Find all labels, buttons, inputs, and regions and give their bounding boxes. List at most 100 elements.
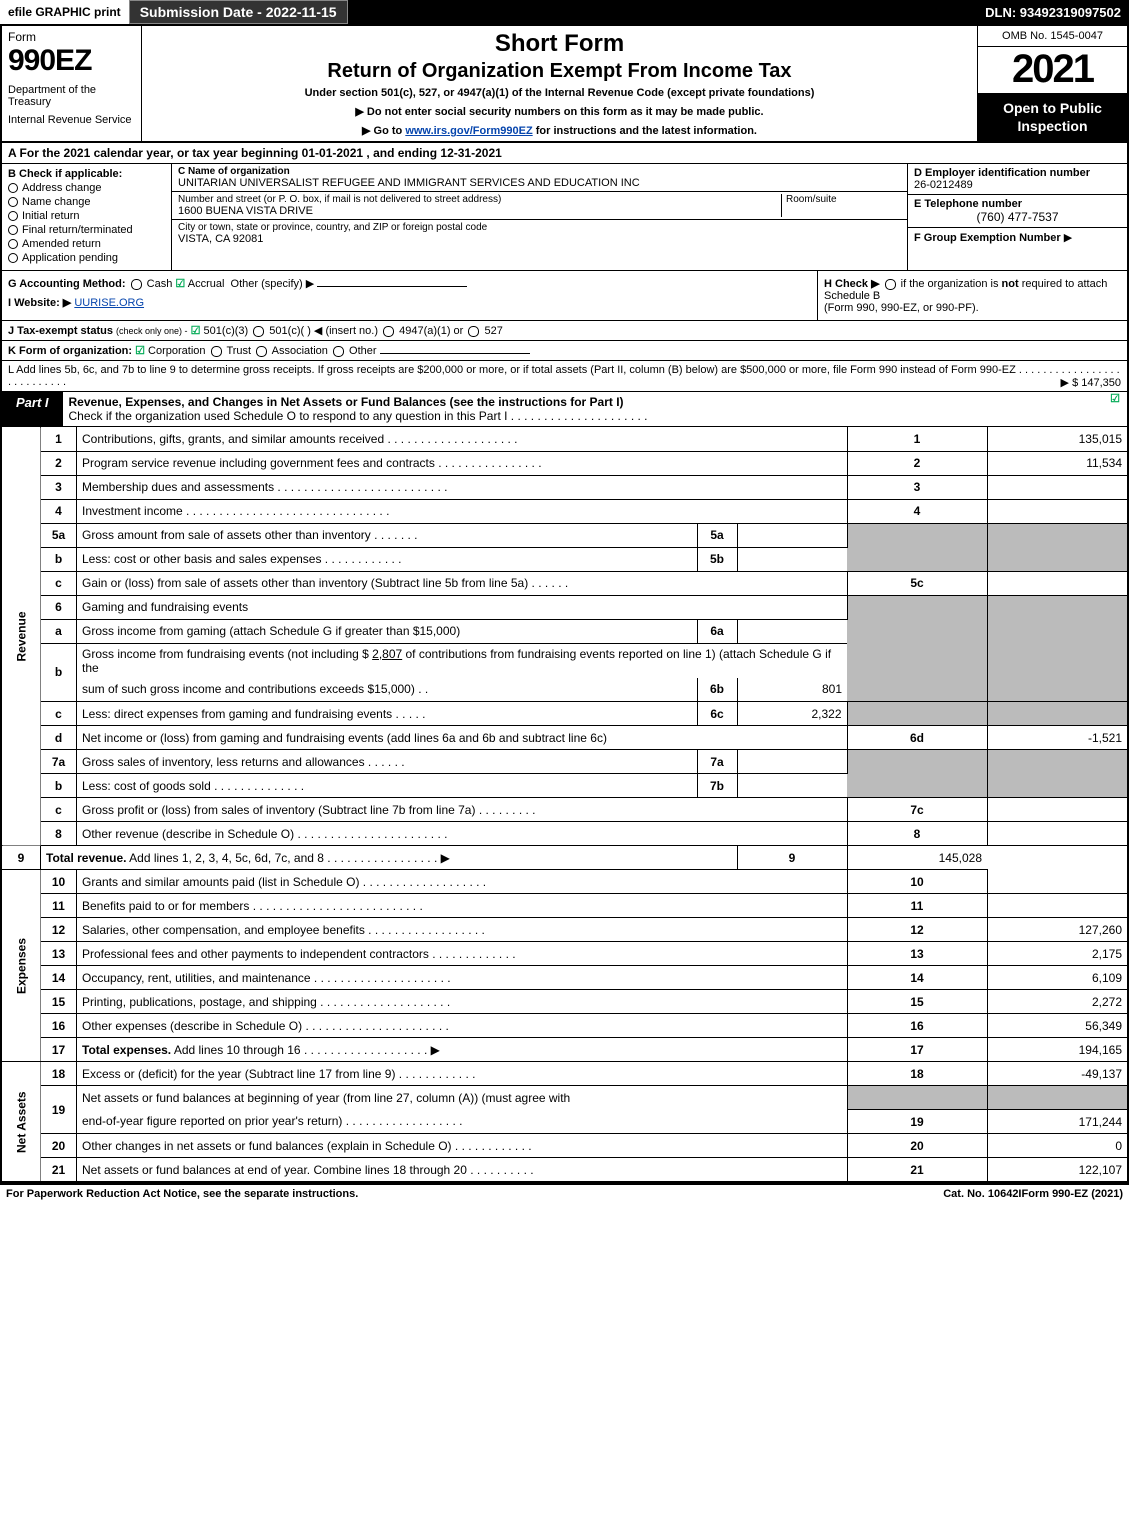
part1-title-text: Revenue, Expenses, and Changes in Net As… (69, 395, 624, 409)
tax-year: 2021 (978, 47, 1127, 93)
line-desc: end-of-year figure reported on prior yea… (82, 1114, 342, 1128)
line-12: 12 Salaries, other compensation, and emp… (2, 918, 1127, 942)
row-a-pre: A For the 2021 calendar year, or tax yea… (8, 146, 302, 160)
h-pre: H Check ▶ (824, 278, 883, 290)
grey-cell (987, 595, 1127, 702)
checkbox-4947[interactable] (383, 326, 394, 337)
part1-title: Revenue, Expenses, and Changes in Net As… (63, 392, 1103, 426)
line-desc: Excess or (deficit) for the year (Subtra… (82, 1067, 395, 1081)
line-desc: Gross income from fundraising events (no… (82, 647, 372, 661)
irs-link[interactable]: www.irs.gov/Form990EZ (405, 125, 532, 137)
footer-center: Cat. No. 10642I (943, 1188, 1021, 1200)
form-header: Form 990EZ Department of the Treasury In… (2, 26, 1127, 143)
line-desc: Gain or (loss) from sale of assets other… (82, 576, 528, 590)
line-15: 15 Printing, publications, postage, and … (2, 990, 1127, 1014)
chk-final-return[interactable]: Final return/terminated (8, 224, 165, 236)
line-amt: -1,521 (987, 726, 1127, 750)
part1-checkbox[interactable]: ☑ (1103, 392, 1127, 426)
checkbox-icon[interactable] (8, 183, 18, 193)
checkbox-assoc[interactable] (256, 346, 267, 357)
page-footer: For Paperwork Reduction Act Notice, see … (0, 1184, 1129, 1203)
line-rnum: 12 (847, 918, 987, 942)
line-20: 20 Other changes in net assets or fund b… (2, 1134, 1127, 1158)
checkbox-icon[interactable] (8, 253, 18, 263)
checkbox-h[interactable] (885, 279, 896, 290)
submission-date-label: Submission Date - 2022-11-15 (129, 0, 348, 24)
line-1: Revenue 1 Contributions, gifts, grants, … (2, 427, 1127, 451)
checkbox-527[interactable] (468, 326, 479, 337)
accounting-label: G Accounting Method: (8, 278, 126, 290)
line-desc: Other expenses (describe in Schedule O) (82, 1019, 302, 1033)
line-desc: Other revenue (describe in Schedule O) (82, 827, 294, 841)
checkbox-cash[interactable] (131, 279, 142, 290)
line-19b: end-of-year figure reported on prior yea… (2, 1110, 1127, 1134)
ein-value: 26-0212489 (914, 179, 1121, 191)
line-desc: Gross sales of inventory, less returns a… (82, 755, 365, 769)
line-2: 2 Program service revenue including gove… (2, 451, 1127, 475)
checkbox-icon[interactable] (8, 211, 18, 221)
header-center: Short Form Return of Organization Exempt… (142, 26, 977, 141)
other-blank[interactable] (317, 286, 467, 287)
row-a-end: 12-31-2021 (440, 146, 501, 160)
h-not: not (1002, 278, 1019, 290)
accrual-label: Accrual (188, 278, 225, 290)
checkbox-501c[interactable] (253, 326, 264, 337)
footer-right: Form 990-EZ (2021) (1022, 1188, 1124, 1200)
subline-value (737, 774, 847, 798)
section-e: E Telephone number (760) 477-7537 (908, 195, 1127, 228)
subline-value (737, 750, 847, 774)
efile-print-label[interactable]: efile GRAPHIC print (0, 0, 129, 24)
part1-table: Revenue 1 Contributions, gifts, grants, … (2, 427, 1127, 1182)
chk-application-pending[interactable]: Application pending (8, 252, 165, 264)
checkbox-icon[interactable] (8, 225, 18, 235)
line-amt: 2,272 (987, 990, 1127, 1014)
city-value: VISTA, CA 92081 (178, 233, 901, 245)
other-label: Other (specify) ▶ (231, 278, 315, 290)
line-desc: Professional fees and other payments to … (82, 947, 429, 961)
line-amt: 194,165 (987, 1038, 1127, 1062)
footer-right-bold: 990-EZ (1052, 1188, 1088, 1200)
part1-check-text: Check if the organization used Schedule … (69, 409, 508, 423)
line-amt (987, 894, 1127, 918)
line-num: 10 (41, 870, 77, 894)
title-short-form: Short Form (150, 30, 969, 58)
chk-label: Amended return (22, 238, 101, 250)
j-501c: 501(c)( ) (269, 325, 311, 337)
chk-address-change[interactable]: Address change (8, 182, 165, 194)
line-amt: 2,175 (987, 942, 1127, 966)
checkbox-icon[interactable] (8, 197, 18, 207)
grey-cell (987, 523, 1127, 571)
check-icon: ☑ (135, 345, 145, 357)
line-rnum: 21 (847, 1158, 987, 1182)
checkbox-trust[interactable] (211, 346, 222, 357)
checkbox-icon[interactable] (8, 239, 18, 249)
line-amt: 56,349 (987, 1014, 1127, 1038)
line-desc: Benefits paid to or for members (82, 899, 249, 913)
checkbox-other[interactable] (333, 346, 344, 357)
line-amt (987, 571, 1127, 595)
check-icon: ☑ (1110, 393, 1120, 405)
line-5c: c Gain or (loss) from sale of assets oth… (2, 571, 1127, 595)
line-num: 2 (41, 451, 77, 475)
chk-label: Application pending (22, 252, 118, 264)
subline-label: 6a (697, 619, 737, 643)
website-link[interactable]: UURISE.ORG (74, 297, 144, 309)
line-14: 14 Occupancy, rent, utilities, and maint… (2, 966, 1127, 990)
row-a-begin: 01-01-2021 (302, 146, 363, 160)
chk-initial-return[interactable]: Initial return (8, 210, 165, 222)
line-desc: Less: cost or other basis and sales expe… (82, 552, 321, 566)
line-num: 9 (2, 846, 41, 870)
line-num: 17 (41, 1038, 77, 1062)
k-blank[interactable] (380, 353, 530, 354)
line-9: 9 Total revenue. Add lines 1, 2, 3, 4, 5… (2, 846, 1127, 870)
org-name-value: UNITARIAN UNIVERSALIST REFUGEE AND IMMIG… (178, 177, 901, 189)
line-amt: 135,015 (987, 427, 1127, 451)
chk-amended[interactable]: Amended return (8, 238, 165, 250)
line-num: 1 (41, 427, 77, 451)
line-desc: Net income or (loss) from gaming and fun… (82, 731, 607, 745)
k-corp: Corporation (148, 345, 205, 357)
chk-name-change[interactable]: Name change (8, 196, 165, 208)
l-amount: ▶ $ 147,350 (1061, 376, 1121, 389)
cash-label: Cash (147, 278, 173, 290)
line-amt: 145,028 (847, 846, 987, 870)
